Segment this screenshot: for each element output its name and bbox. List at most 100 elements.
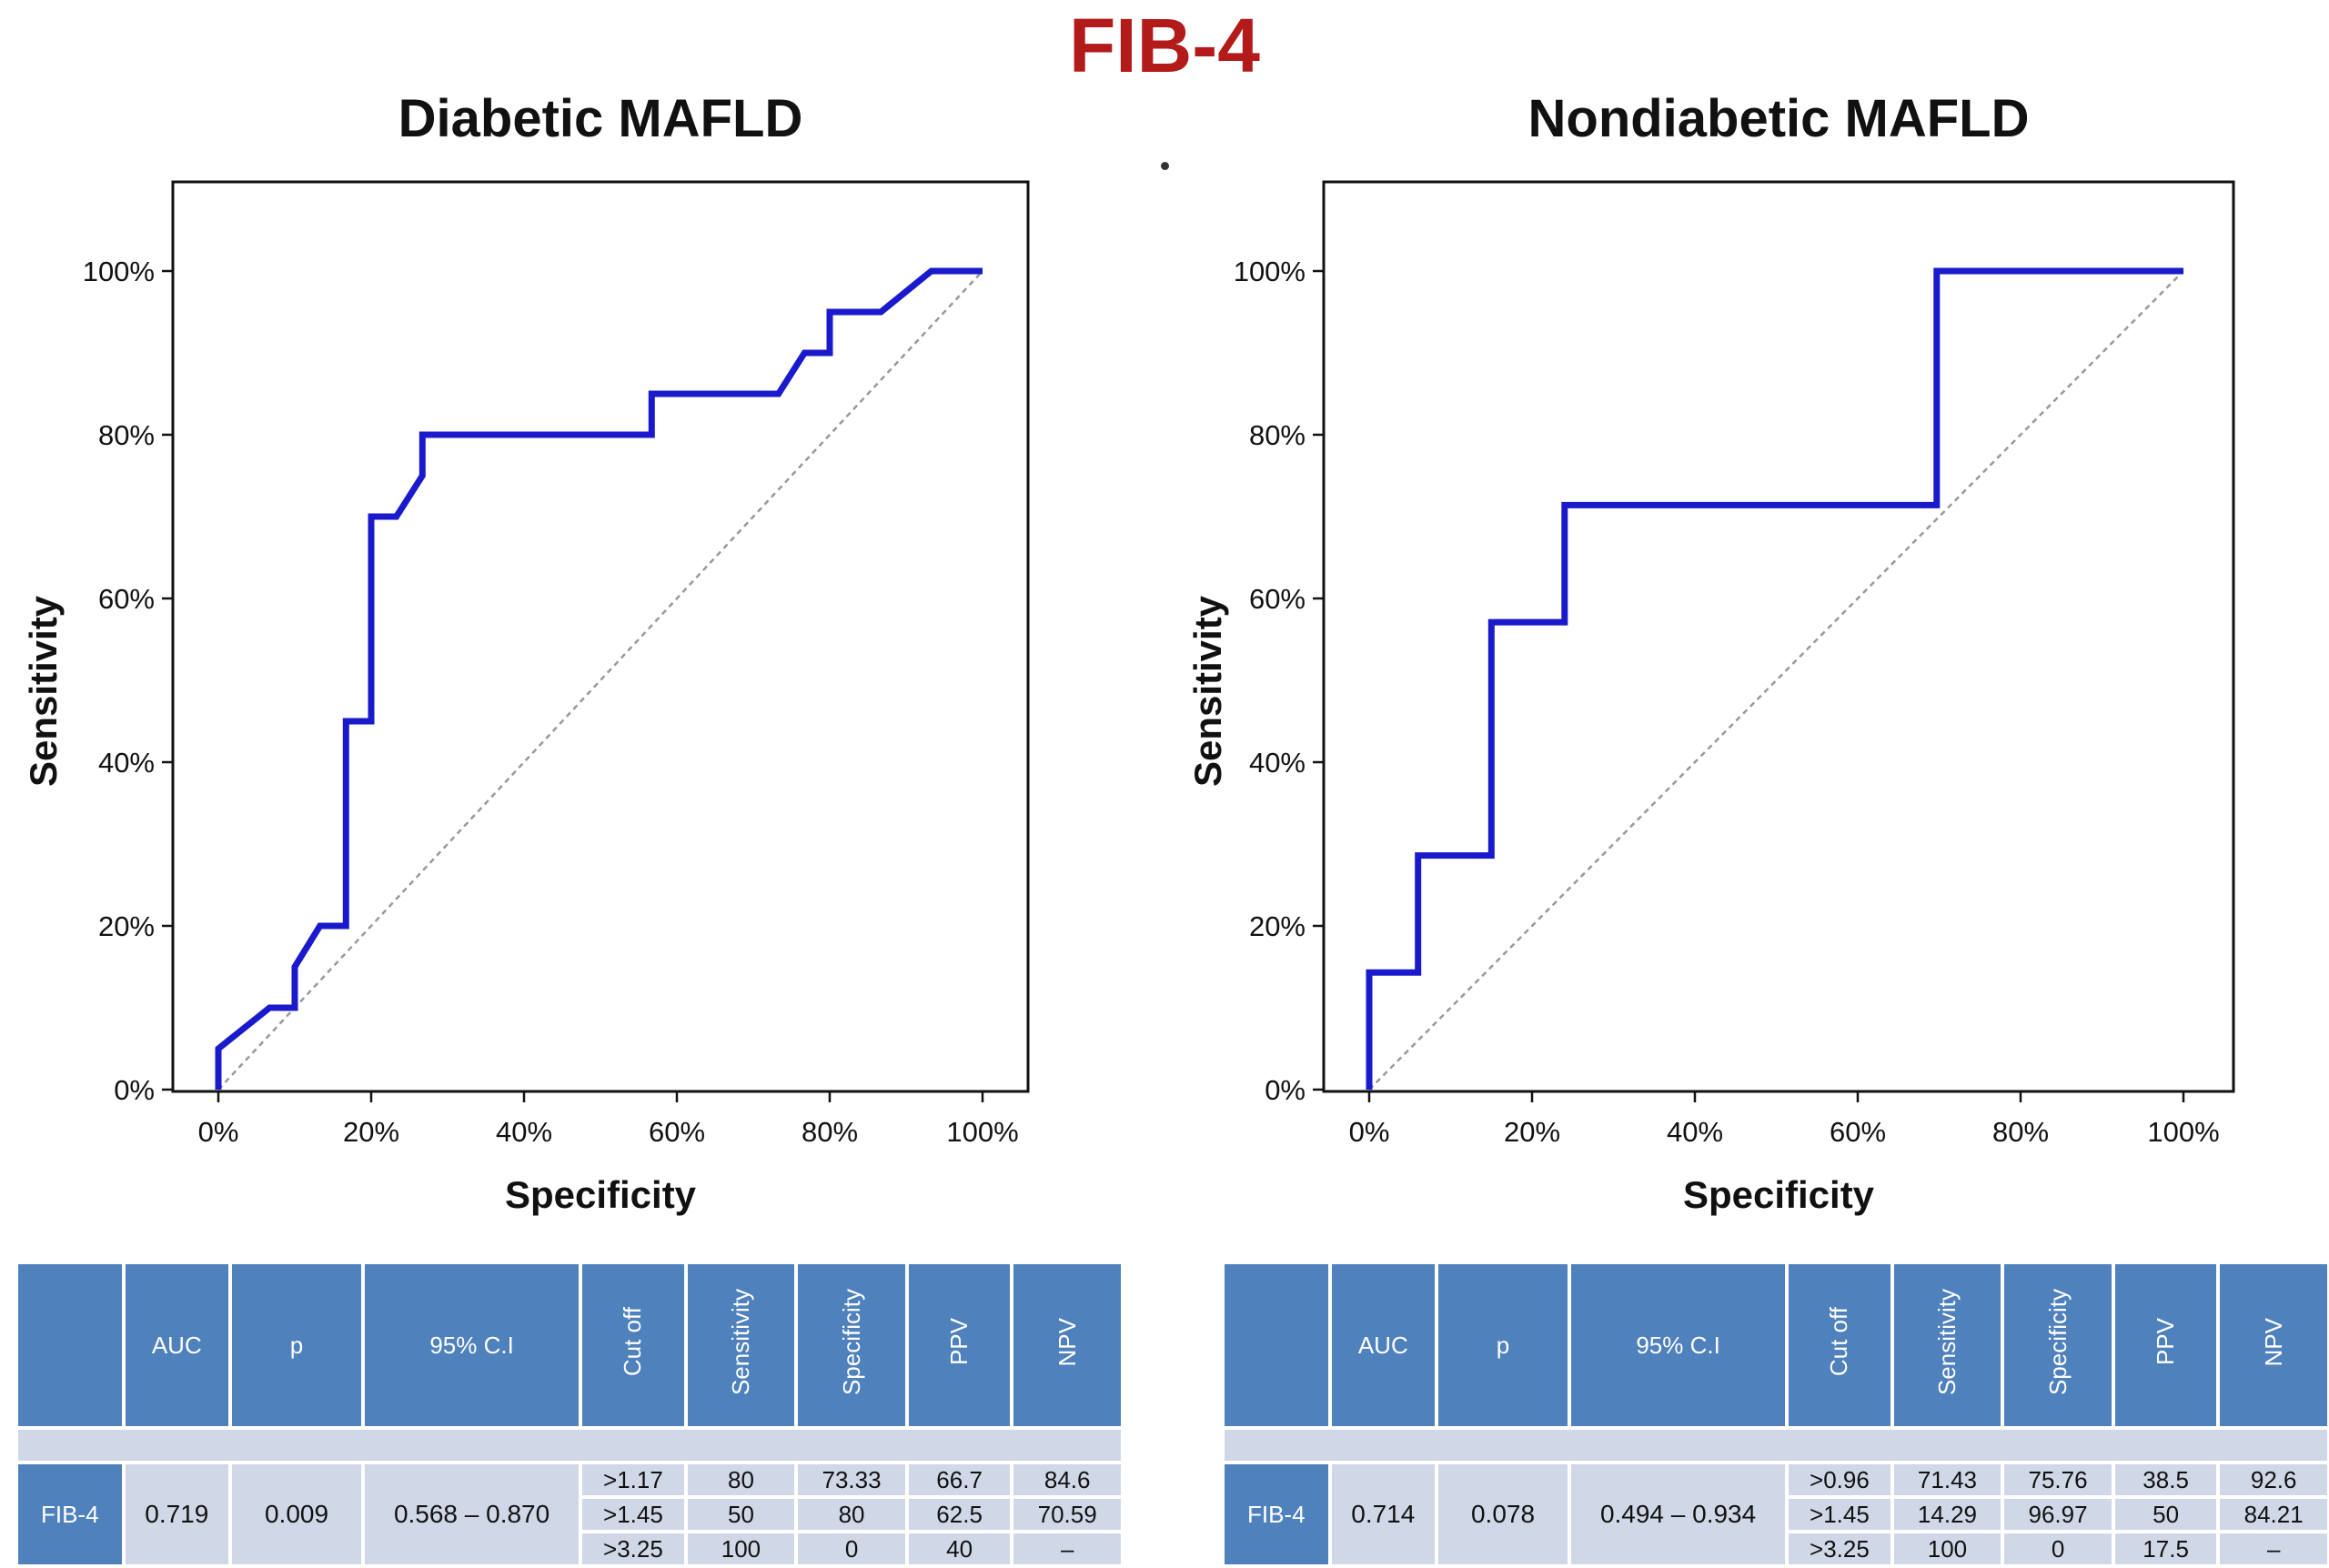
ppv-cell: 40 bbox=[908, 1533, 1011, 1564]
npv-cell: 84.21 bbox=[2220, 1499, 2327, 1530]
p-cell: 0.009 bbox=[232, 1464, 361, 1564]
roc-chart-nondiabetic: Nondiabetic MAFLD 0% 20% 40% 60% 80% 100% 0% 20%… bbox=[1186, 89, 2235, 1216]
header-label: PPV bbox=[945, 1318, 973, 1366]
specificity-cell: 96.97 bbox=[2004, 1499, 2112, 1530]
header-label: Cut off bbox=[1825, 1307, 1853, 1377]
ppv-cell: 50 bbox=[2114, 1499, 2217, 1530]
y-tick-label: 80% bbox=[1249, 419, 1306, 451]
auc-cell: 0.714 bbox=[1331, 1464, 1436, 1564]
header-cell: PPV bbox=[908, 1264, 1011, 1426]
x-axis-label: Specificity bbox=[505, 1173, 697, 1216]
header-cell: Sensitivity bbox=[687, 1264, 795, 1426]
header-cell: AUC bbox=[125, 1264, 229, 1426]
header-cell: 95% C.I bbox=[364, 1264, 580, 1426]
ppv-cell: 38.5 bbox=[2114, 1464, 2217, 1495]
x-tick-label: 20% bbox=[343, 1116, 399, 1148]
chart-panel-nondiabetic: Nondiabetic MAFLD 0% 20% 40% 60% 80% 100% 0% 20%… bbox=[1164, 82, 2329, 1219]
header-cell bbox=[1225, 1264, 1328, 1426]
x-tick-label: 40% bbox=[496, 1116, 552, 1148]
x-tick-label: 80% bbox=[802, 1116, 858, 1148]
sensitivity-cell: 80 bbox=[687, 1464, 795, 1495]
sensitivity-cell: 71.43 bbox=[1893, 1464, 2001, 1495]
header-label: NPV bbox=[1053, 1317, 1081, 1367]
y-axis-label: Sensitivity bbox=[22, 595, 65, 787]
y-axis-label: Sensitivity bbox=[1186, 595, 1229, 787]
sensitivity-cell: 14.29 bbox=[1893, 1499, 2001, 1530]
specificity-cell: 73.33 bbox=[798, 1464, 905, 1495]
x-tick-label: 40% bbox=[1667, 1116, 1723, 1148]
metrics-table-diabetic: AUC p 95% C.I Cut off Sensitivity Specif… bbox=[15, 1261, 1124, 1568]
y-tick-label: 0% bbox=[114, 1074, 155, 1106]
x-tick-label: 20% bbox=[1504, 1116, 1560, 1148]
header-cell: Specificity bbox=[2004, 1264, 2112, 1426]
table-row: >1.45 50 80 62.5 70.59 bbox=[18, 1499, 1121, 1530]
row-label: FIB-4 bbox=[1225, 1464, 1328, 1564]
cutoff-cell: >1.45 bbox=[582, 1499, 684, 1530]
ci-cell: 0.494 – 0.934 bbox=[1570, 1464, 1786, 1564]
header-cell bbox=[18, 1264, 122, 1426]
x-tick-label: 100% bbox=[2147, 1116, 2219, 1148]
reference-diagonal bbox=[217, 270, 983, 1091]
table-header-row: AUC p 95% C.I Cut off Sensitivity Specif… bbox=[1225, 1264, 2327, 1426]
table-row: FIB-4 0.719 0.009 0.568 – 0.870 >1.17 80… bbox=[18, 1464, 1121, 1564]
header-cell: Cut off bbox=[1789, 1264, 1890, 1426]
plot-frame bbox=[171, 180, 1030, 1093]
npv-cell: 92.6 bbox=[2220, 1464, 2327, 1495]
header-label: Cut off bbox=[619, 1307, 647, 1377]
header-cell: NPV bbox=[2220, 1264, 2327, 1426]
roc-curve bbox=[215, 267, 983, 1090]
cutoff-cell: >3.25 bbox=[582, 1533, 684, 1564]
header-label: Specificity bbox=[837, 1288, 865, 1396]
header-cell: Specificity bbox=[798, 1264, 905, 1426]
header-label: PPV bbox=[2152, 1318, 2180, 1366]
y-tick-label: 100% bbox=[1234, 256, 1306, 287]
y-tick-label: 0% bbox=[1265, 1074, 1306, 1106]
table-header-row: AUC p 95% C.I Cut off Sensitivity Specif… bbox=[18, 1264, 1121, 1426]
y-tick-label: 60% bbox=[1249, 583, 1306, 615]
npv-cell: 70.59 bbox=[1013, 1499, 1121, 1530]
specificity-cell: 0 bbox=[2004, 1533, 2112, 1564]
p-cell: 0.078 bbox=[1438, 1464, 1568, 1564]
chart-title: Nondiabetic MAFLD bbox=[1528, 89, 2030, 148]
main-title: FIB-4 bbox=[1069, 3, 1260, 88]
reference-diagonal bbox=[1368, 270, 2184, 1091]
x-tick-label: 100% bbox=[946, 1116, 1018, 1148]
metrics-table-nondiabetic: AUC p 95% C.I Cut off Sensitivity Specif… bbox=[1221, 1261, 2329, 1568]
y-tick-label: 100% bbox=[83, 256, 155, 287]
header-cell: Cut off bbox=[582, 1264, 684, 1426]
y-tick-label: 20% bbox=[98, 910, 155, 942]
x-tick-label: 0% bbox=[1349, 1116, 1390, 1148]
sensitivity-cell: 100 bbox=[687, 1533, 795, 1564]
specificity-cell: 80 bbox=[798, 1499, 905, 1530]
y-tick-label: 40% bbox=[1249, 747, 1306, 779]
specificity-cell: 0 bbox=[798, 1533, 905, 1564]
row-label: FIB-4 bbox=[18, 1464, 122, 1564]
ci-cell: 0.568 – 0.870 bbox=[364, 1464, 580, 1564]
plot-frame bbox=[1322, 180, 2235, 1093]
table-row: >1.45 14.29 96.97 50 84.21 bbox=[1225, 1499, 2327, 1530]
x-tick-label: 60% bbox=[649, 1116, 705, 1148]
npv-cell: – bbox=[1013, 1533, 1121, 1564]
npv-cell: – bbox=[2220, 1533, 2327, 1564]
y-tick-label: 20% bbox=[1249, 910, 1306, 942]
x-tick-label: 60% bbox=[1830, 1116, 1886, 1148]
y-tick-label: 80% bbox=[98, 419, 155, 451]
header-label: NPV bbox=[2259, 1317, 2287, 1367]
header-label: Specificity bbox=[2043, 1288, 2072, 1396]
header-cell: AUC bbox=[1331, 1264, 1436, 1426]
header-cell: Sensitivity bbox=[1893, 1264, 2001, 1426]
header-cell: NPV bbox=[1013, 1264, 1121, 1426]
cutoff-cell: >1.17 bbox=[582, 1464, 684, 1495]
chart-title: Diabetic MAFLD bbox=[398, 89, 803, 148]
sensitivity-cell: 50 bbox=[687, 1499, 795, 1530]
cutoff-cell: >3.25 bbox=[1789, 1533, 1890, 1564]
specificity-cell: 75.76 bbox=[2004, 1464, 2112, 1495]
header-cell: p bbox=[1438, 1264, 1568, 1426]
x-tick-label: 80% bbox=[1992, 1116, 2049, 1148]
table-row: FIB-4 0.714 0.078 0.494 – 0.934 >0.96 71… bbox=[1225, 1464, 2327, 1564]
x-axis-label: Specificity bbox=[1683, 1173, 1875, 1216]
y-tick-label: 60% bbox=[98, 583, 155, 615]
header-label: Sensitivity bbox=[726, 1288, 754, 1396]
cutoff-cell: >1.45 bbox=[1789, 1499, 1890, 1530]
ppv-cell: 66.7 bbox=[908, 1464, 1011, 1495]
